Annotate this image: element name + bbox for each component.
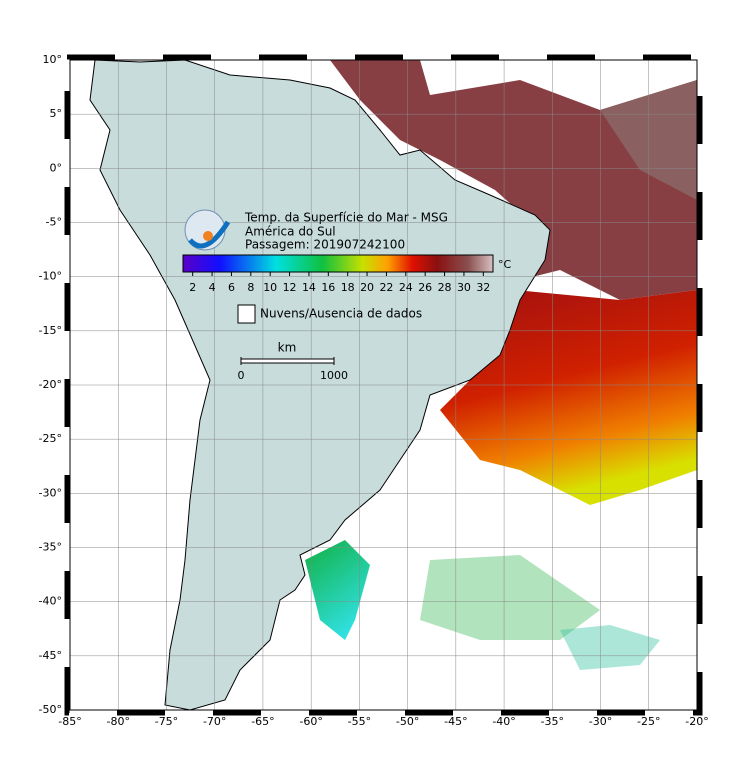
lon-label: -85°: [58, 715, 81, 728]
colorbar-label: 22: [379, 281, 393, 294]
lat-label: -30°: [39, 486, 62, 499]
lat-label: -40°: [39, 595, 62, 608]
lat-label: 10°: [43, 53, 63, 66]
lat-label: -15°: [39, 324, 62, 337]
colorbar-label: 32: [476, 281, 490, 294]
title-line: Passagem: 201907242100: [245, 238, 405, 252]
lon-label: -25°: [637, 715, 660, 728]
lon-label: -65°: [251, 715, 274, 728]
colorbar-label: 2: [189, 281, 196, 294]
colorbar-label: 16: [321, 281, 335, 294]
lon-label: -55°: [348, 715, 371, 728]
scale-unit: km: [278, 341, 297, 355]
lon-label: -35°: [541, 715, 564, 728]
title-line: América do Sul: [245, 225, 336, 239]
lat-label: 5°: [50, 107, 63, 120]
colorbar-label: 26: [418, 281, 432, 294]
lat-label: 0°: [50, 161, 63, 174]
legend-swatch: [237, 304, 256, 324]
scale-bar: [240, 358, 335, 364]
lat-label: -20°: [39, 378, 62, 391]
lat-label: -45°: [39, 649, 62, 662]
lon-label: -20°: [685, 715, 708, 728]
lon-label: -70°: [203, 715, 226, 728]
lat-label: -5°: [46, 216, 62, 229]
lon-label: -40°: [492, 715, 515, 728]
lon-label: -50°: [396, 715, 419, 728]
colorbar-label: 6: [228, 281, 235, 294]
colorbar-label: 10: [263, 281, 277, 294]
colorbar-label: 24: [399, 281, 413, 294]
legend-label: Nuvens/Ausencia de dados: [260, 307, 422, 321]
labels: -85° -80° -75° -70° -65° -60° -55° -50° -45° -40°…: [39, 53, 709, 728]
colorbar-unit: °C: [498, 258, 512, 271]
lat-label: -50°: [39, 703, 62, 716]
colorbar: [182, 254, 494, 273]
lat-label: -10°: [39, 270, 62, 283]
lat-label: -25°: [39, 432, 62, 445]
colorbar-label: 8: [247, 281, 254, 294]
colorbar-label: 30: [457, 281, 471, 294]
map-frame: [69, 59, 698, 711]
lon-label: -30°: [589, 715, 612, 728]
scale-label: 0: [238, 369, 245, 382]
lon-label: -60°: [299, 715, 322, 728]
colorbar-label: 18: [341, 281, 355, 294]
colorbar-label: 14: [302, 281, 316, 294]
lon-label: -80°: [106, 715, 129, 728]
colorbar-label: 4: [209, 281, 216, 294]
colorbar-label: 28: [438, 281, 452, 294]
scale-label: 1000: [320, 369, 348, 382]
colorbar-label: 12: [283, 281, 297, 294]
title-line: Temp. da Superfície do Mar - MSG: [244, 211, 448, 225]
logo: [184, 209, 231, 251]
lat-label: -35°: [39, 541, 62, 554]
map-frame-border: [64, 54, 703, 716]
colorbar-label: 20: [360, 281, 374, 294]
lon-label: -45°: [444, 715, 467, 728]
lon-label: -75°: [155, 715, 178, 728]
